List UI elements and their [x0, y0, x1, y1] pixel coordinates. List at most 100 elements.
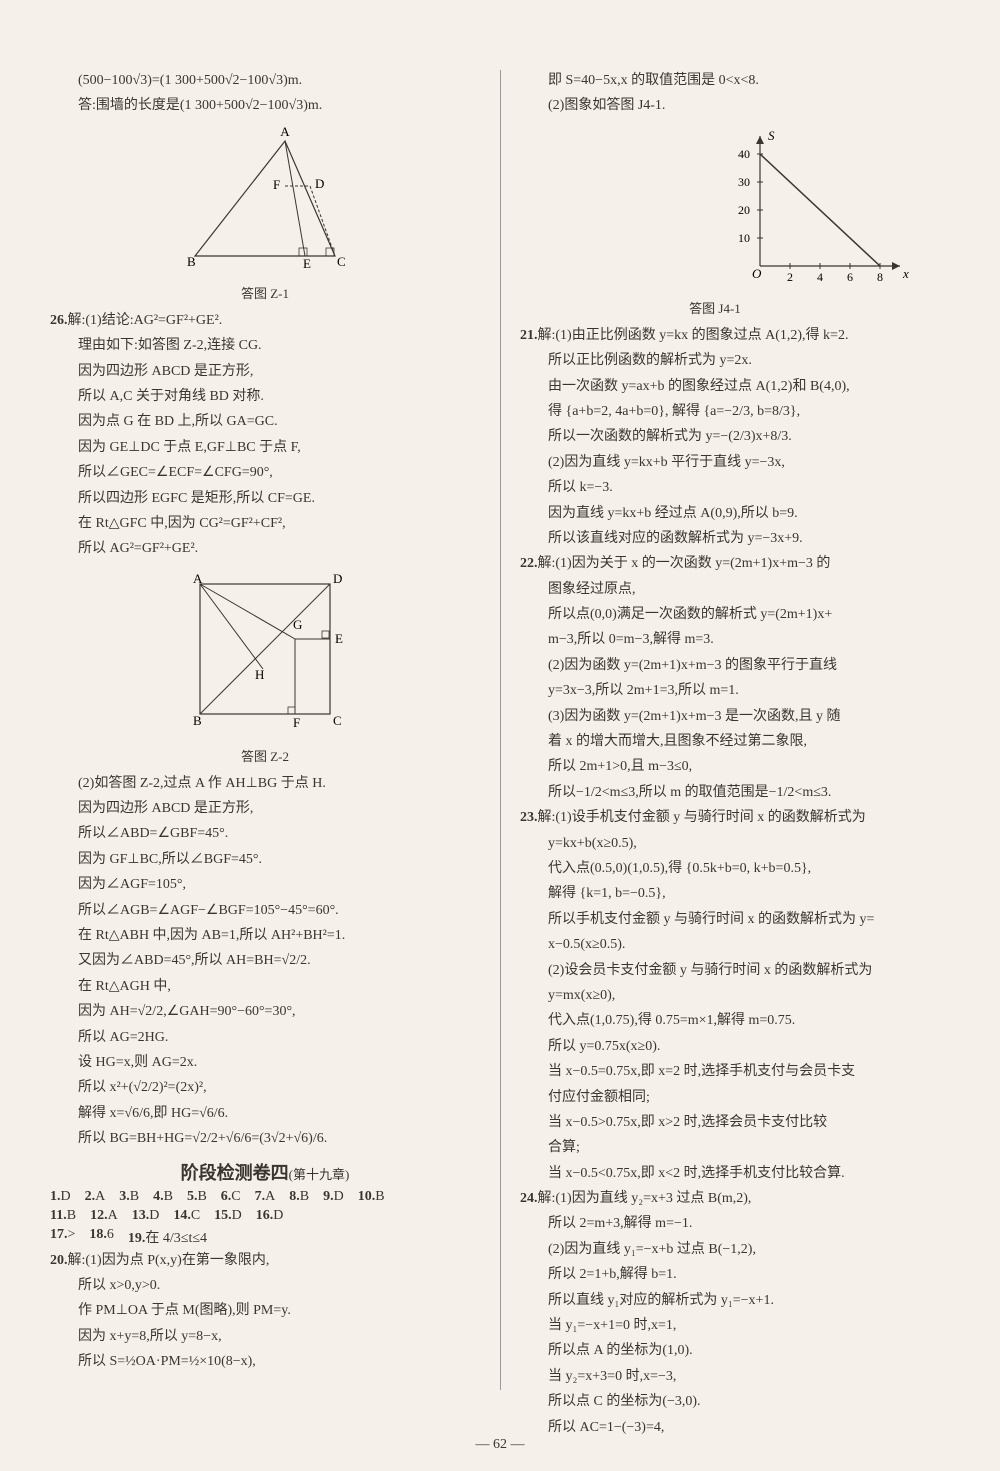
text-line: (2)因为直线 y₁=−x+b 过点 B(−1,2),	[520, 1239, 950, 1261]
text-line: (2)因为直线 y=kx+b 平行于直线 y=−3x,	[520, 452, 950, 474]
text-line: 所以点(0,0)满足一次函数的解析式 y=(2m+1)x+	[520, 604, 950, 626]
text-line: 所以 x>0,y>0.	[50, 1275, 480, 1297]
right-column: 即 S=40−5x,x 的取值范围是 0<x<8. (2)图象如答图 J4-1.…	[505, 70, 950, 1410]
svg-text:F: F	[273, 177, 280, 192]
svg-text:D: D	[333, 571, 342, 586]
text-line: 因为四边形 ABCD 是正方形,	[50, 361, 480, 383]
text-line: 即 S=40−5x,x 的取值范围是 0<x<8.	[520, 70, 950, 92]
text-line: 所以∠GEC=∠ECF=∠CFG=90°,	[50, 462, 480, 484]
text-line: 因为 x+y=8,所以 y=8−x,	[50, 1326, 480, 1348]
text-line: 所以 S=½OA·PM=½×10(8−x),	[50, 1351, 480, 1373]
text-line: x−0.5(x≥0.5).	[520, 934, 950, 956]
text-line: 所以∠ABD=∠GBF=45°.	[50, 823, 480, 845]
text-line: 所以 AG=2HG.	[50, 1027, 480, 1049]
text-line: 所以 BG=BH+HG=√2/2+√6/6=(3√2+√6)/6.	[50, 1128, 480, 1150]
text-line: (2)图象如答图 J4-1.	[520, 95, 950, 117]
text-line: 当 x−0.5=0.75x,即 x=2 时,选择手机支付与会员卡支	[520, 1061, 950, 1083]
q20-head: 20.解:(1)因为点 P(x,y)在第一象限内,	[50, 1250, 480, 1272]
q22-head: 22.解:(1)因为关于 x 的一次函数 y=(2m+1)x+m−3 的	[520, 553, 950, 575]
svg-text:H: H	[255, 667, 264, 682]
text-line: 因为∠AGF=105°,	[50, 874, 480, 896]
line-chart: 10 20 30 40 2 4 6 8 O S x	[720, 126, 910, 291]
mc-row-2: 11.B12.A13.D14.C15.D16.D	[50, 1208, 480, 1224]
text-line: 当 y₂=x+3=0 时,x=−3,	[520, 1366, 950, 1388]
text-line: 当 y₁=−x+1=0 时,x=1,	[520, 1315, 950, 1337]
svg-text:E: E	[335, 631, 343, 646]
svg-text:30: 30	[738, 175, 750, 189]
figure-z2: A B C D E F G H 答图 Z-2	[50, 569, 480, 765]
text-line: 解得 {k=1, b=−0.5},	[520, 883, 950, 905]
text-line: 在 Rt△GFC 中,因为 CG²=GF²+CF²,	[50, 513, 480, 535]
mc-row-1: 1.D2.A3.B4.B5.B6.C7.A8.B9.D10.B	[50, 1189, 480, 1205]
svg-text:A: A	[193, 571, 203, 586]
text-line: 所以点 C 的坐标为(−3,0).	[520, 1391, 950, 1413]
figure-caption: 答图 Z-1	[50, 283, 480, 302]
fill-answer: 18.6	[89, 1227, 114, 1247]
text-line: (2)设会员卡支付金额 y 与骑行时间 x 的函数解析式为	[520, 960, 950, 982]
text-line: 所以 2m+1>0,且 m−3≤0,	[520, 756, 950, 778]
text-line: 合算;	[520, 1137, 950, 1159]
svg-text:B: B	[187, 254, 196, 269]
svg-text:G: G	[293, 617, 302, 632]
mc-answer: 7.A	[255, 1189, 276, 1205]
q24-head: 24.解:(1)因为直线 y₂=x+3 过点 B(m,2),	[520, 1188, 950, 1210]
text-line: y=kx+b(x≥0.5),	[520, 833, 950, 855]
text-line: 所以手机支付金额 y 与骑行时间 x 的函数解析式为 y=	[520, 909, 950, 931]
fill-row: 17.>18.619.在 4/3≤t≤4	[50, 1227, 480, 1247]
text-line: 因为 GE⊥DC 于点 E,GF⊥BC 于点 F,	[50, 437, 480, 459]
text-line: 所以−1/2<m≤3,所以 m 的取值范围是−1/2<m≤3.	[520, 782, 950, 804]
svg-text:20: 20	[738, 203, 750, 217]
left-column: (500−100√3)=(1 300+500√2−100√3)m. 答:围墙的长…	[50, 70, 495, 1410]
text-line: 所以一次函数的解析式为 y=−(2/3)x+8/3.	[520, 426, 950, 448]
triangle-diagram: A B C D E F	[165, 126, 365, 276]
text-line: 因为 GF⊥BC,所以∠BGF=45°.	[50, 849, 480, 871]
text-line: 当 x−0.5<0.75x,即 x<2 时,选择手机支付比较合算.	[520, 1163, 950, 1185]
text-line: 付应付金额相同;	[520, 1087, 950, 1109]
svg-text:S: S	[768, 128, 775, 143]
svg-text:F: F	[293, 715, 300, 730]
text-line: (3)因为函数 y=(2m+1)x+m−3 是一次函数,且 y 随	[520, 706, 950, 728]
text-line: 所以∠AGB=∠AGF−∠BGF=105°−45°=60°.	[50, 900, 480, 922]
mc-answer: 13.D	[132, 1208, 160, 1224]
mc-answer: 6.C	[221, 1189, 241, 1205]
text-line: 所以正比例函数的解析式为 y=2x.	[520, 350, 950, 372]
text-line: 设 HG=x,则 AG=2x.	[50, 1052, 480, 1074]
text-line: 由一次函数 y=ax+b 的图象经过点 A(1,2)和 B(4,0),	[520, 376, 950, 398]
text-line: 所以直线 y₁对应的解析式为 y₁=−x+1.	[520, 1290, 950, 1312]
text-line: 解得 x=√6/6,即 HG=√6/6.	[50, 1103, 480, 1125]
text-line: y=mx(x≥0),	[520, 985, 950, 1007]
mc-answer: 14.C	[173, 1208, 200, 1224]
text-line: 所以 y=0.75x(x≥0).	[520, 1036, 950, 1058]
svg-text:10: 10	[738, 231, 750, 245]
text-line: 答:围墙的长度是(1 300+500√2−100√3)m.	[50, 95, 480, 117]
mc-answer: 16.D	[256, 1208, 284, 1224]
text-line: 代入点(1,0.75),得 0.75=m×1,解得 m=0.75.	[520, 1010, 950, 1032]
text-line: 所以 k=−3.	[520, 477, 950, 499]
text-line: m−3,所以 0=m−3,解得 m=3.	[520, 629, 950, 651]
q26-head: 26.解:(1)结论:AG²=GF²+GE².	[50, 310, 480, 332]
text-line: 因为直线 y=kx+b 经过点 A(0,9),所以 b=9.	[520, 503, 950, 525]
text-line: 得 {a+b=2, 4a+b=0}, 解得 {a=−2/3, b=8/3},	[520, 401, 950, 423]
text-line: 因为 AH=√2/2,∠GAH=90°−60°=30°,	[50, 1001, 480, 1023]
mc-answer: 2.A	[85, 1189, 106, 1205]
mc-answer: 4.B	[153, 1189, 173, 1205]
mc-answer: 3.B	[119, 1189, 139, 1205]
text-line: 所以 AC=1−(−3)=4,	[520, 1417, 950, 1439]
figure-z1: A B C D E F 答图 Z-1	[50, 126, 480, 302]
text-line: 又因为∠ABD=45°,所以 AH=BH=√2/2.	[50, 950, 480, 972]
text-line: 因为点 G 在 BD 上,所以 GA=GC.	[50, 411, 480, 433]
text-line: 着 x 的增大而增大,且图象不经过第二象限,	[520, 731, 950, 753]
svg-text:2: 2	[787, 270, 793, 284]
q23-head: 23.解:(1)设手机支付金额 y 与骑行时间 x 的函数解析式为	[520, 807, 950, 829]
text-line: 所以四边形 EGFC 是矩形,所以 CF=GE.	[50, 488, 480, 510]
text-line: 在 Rt△AGH 中,	[50, 976, 480, 998]
page-number: — 62 —	[476, 1437, 525, 1453]
svg-text:8: 8	[877, 270, 883, 284]
svg-text:6: 6	[847, 270, 853, 284]
text-line: 图象经过原点,	[520, 579, 950, 601]
mc-answer: 1.D	[50, 1189, 71, 1205]
text-line: 作 PM⊥OA 于点 M(图略),则 PM=y.	[50, 1300, 480, 1322]
square-diagram: A B C D E F G H	[175, 569, 355, 739]
text-line: 在 Rt△ABH 中,因为 AB=1,所以 AH²+BH²=1.	[50, 925, 480, 947]
q21-head: 21.解:(1)由正比例函数 y=kx 的图象过点 A(1,2),得 k=2.	[520, 325, 950, 347]
